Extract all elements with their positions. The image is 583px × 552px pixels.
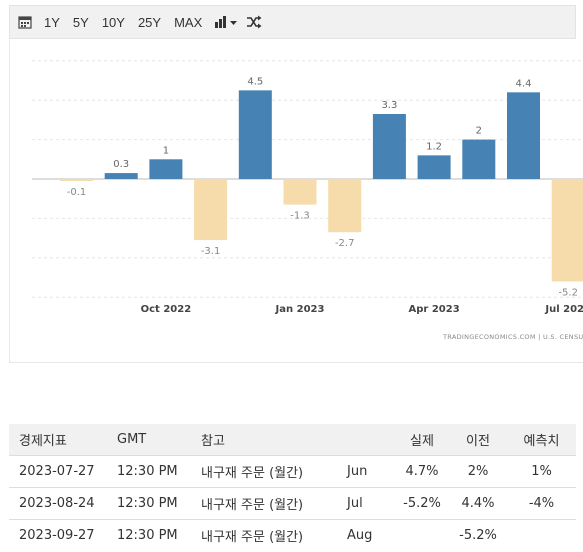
bar xyxy=(104,173,138,179)
row-reference[interactable]: 내구재 주문 (월간) xyxy=(201,455,347,488)
row-gmt: 12:30 PM xyxy=(117,519,201,551)
data-label: 0.3 xyxy=(113,159,129,170)
header-gmt: GMT xyxy=(117,432,147,447)
calendar-table: 경제지표 GMT 참고 실제 이전 예측치 2023-07-27 12:30 P… xyxy=(9,424,583,551)
row-previous: -5.2% xyxy=(449,519,507,551)
row-date: 2023-08-24 xyxy=(9,487,117,520)
row-actual: -5.2% xyxy=(395,487,449,520)
table-header-row: 경제지표 GMT 참고 실제 이전 예측치 xyxy=(9,424,576,456)
data-label: 1.2 xyxy=(426,141,442,152)
chart-panel: -0.1 0.3 1 -3.1 4.5 -1.3 -2.7 3.3 1.2 2 4.4 -5.2 Oct… xyxy=(9,40,583,363)
watermark: TRADINGECONOMICS.COM | U.S. CENSUS BUREA… xyxy=(442,333,583,341)
row-period: Aug xyxy=(347,519,395,551)
row-reference[interactable]: 내구재 주문 (월간) xyxy=(201,519,347,551)
table-row: 2023-07-27 12:30 PM 내구재 주문 (월간) Jun 4.7%… xyxy=(9,455,576,488)
data-label: 2 xyxy=(476,126,482,137)
range-25y-button[interactable]: 25Y xyxy=(137,14,162,30)
bar xyxy=(238,90,272,179)
row-period: Jul xyxy=(347,487,395,520)
bar xyxy=(328,179,362,233)
header-forecast: 예측치 xyxy=(523,434,560,449)
row-previous: 2% xyxy=(449,455,507,488)
table-row: 2023-08-24 12:30 PM 내구재 주문 (월간) Jul -5.2… xyxy=(9,487,576,520)
data-label: -1.3 xyxy=(290,211,310,222)
calendar-icon[interactable] xyxy=(18,15,32,29)
header-previous: 이전 xyxy=(466,434,490,449)
bar-chart: -0.1 0.3 1 -3.1 4.5 -1.3 -2.7 3.3 1.2 2 4.4 -5.2 Oct… xyxy=(32,60,583,341)
row-gmt: 12:30 PM xyxy=(117,455,201,488)
data-label: -2.7 xyxy=(335,238,355,249)
row-actual: 4.7% xyxy=(395,455,449,488)
row-period: Jun xyxy=(347,455,395,488)
bar xyxy=(507,92,540,179)
row-gmt: 12:30 PM xyxy=(117,487,201,520)
x-tick-label: Apr 2023 xyxy=(409,304,460,315)
table-row: 2023-09-27 12:30 PM 내구재 주문 (월간) Aug -5.2… xyxy=(9,519,576,551)
header-period xyxy=(347,424,395,456)
data-label: 1 xyxy=(163,145,169,156)
data-label: 4.4 xyxy=(516,78,532,89)
data-label: -3.1 xyxy=(201,246,221,257)
range-5y-button[interactable]: 5Y xyxy=(72,14,89,30)
row-forecast: -4% xyxy=(507,487,576,520)
row-date: 2023-07-27 xyxy=(9,455,117,488)
data-label: -5.2 xyxy=(558,287,578,298)
data-label: 4.5 xyxy=(247,76,263,87)
bar xyxy=(60,179,93,181)
row-forecast xyxy=(507,519,576,551)
chart-toolbar: 1Y 5Y 10Y 25Y MAX xyxy=(9,5,576,39)
row-actual xyxy=(395,519,449,551)
header-reference: 참고 xyxy=(201,434,225,449)
range-1y-button[interactable]: 1Y xyxy=(44,14,60,30)
x-tick-label: Jan 2023 xyxy=(275,304,325,315)
range-10y-button[interactable]: 10Y xyxy=(101,14,125,30)
header-indicator: 경제지표 xyxy=(19,434,67,449)
x-tick-label: Jul 2023 xyxy=(544,304,583,315)
bar xyxy=(283,179,317,205)
bar xyxy=(372,113,406,179)
row-date: 2023-09-27 xyxy=(9,519,117,551)
row-forecast: 1% xyxy=(507,455,576,488)
data-label: 3.3 xyxy=(381,100,397,111)
bar xyxy=(194,179,228,241)
bar xyxy=(551,179,583,282)
shuffle-icon[interactable] xyxy=(246,15,262,29)
bar xyxy=(149,159,183,179)
data-label: -0.1 xyxy=(67,187,87,198)
row-reference[interactable]: 내구재 주문 (월간) xyxy=(201,487,347,520)
x-tick-label: Oct 2022 xyxy=(141,304,192,315)
header-actual: 실제 xyxy=(410,434,434,449)
range-max-button[interactable]: MAX xyxy=(174,14,203,30)
chart-type-icon[interactable] xyxy=(214,15,238,29)
bar xyxy=(462,139,496,179)
row-previous: 4.4% xyxy=(449,487,507,520)
bar xyxy=(417,155,451,179)
